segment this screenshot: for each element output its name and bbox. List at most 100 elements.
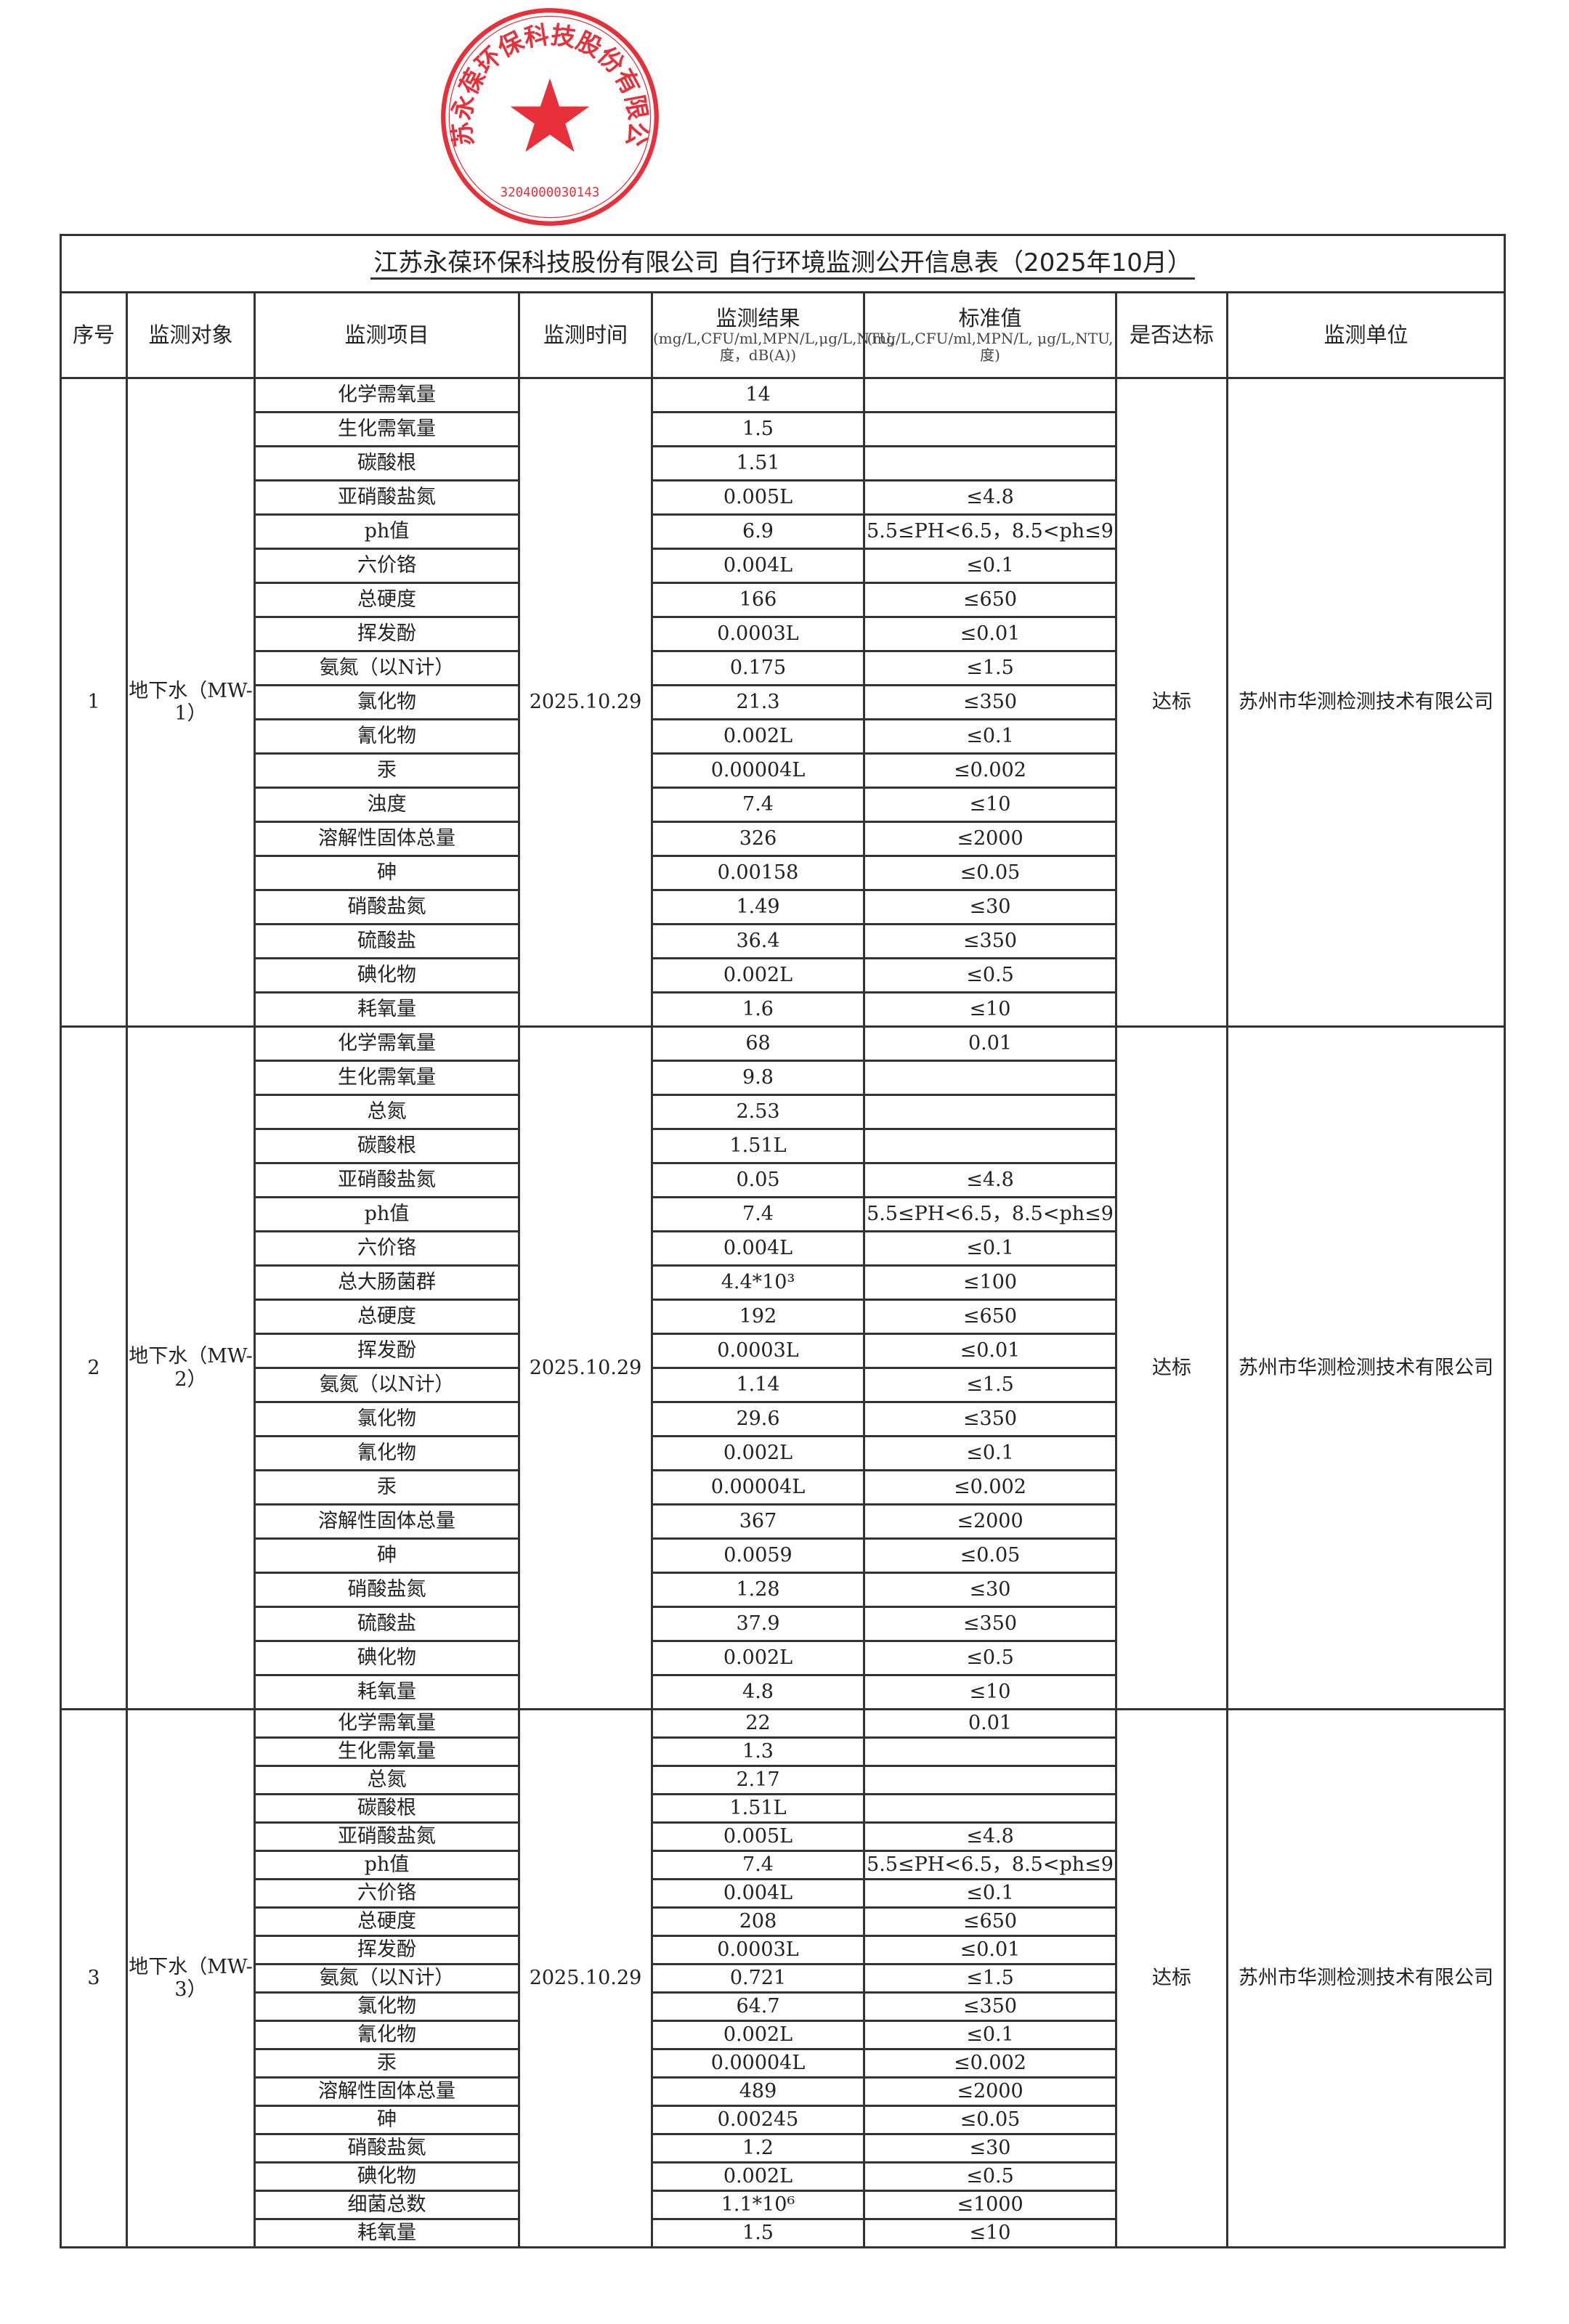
item-name: 总硬度: [254, 582, 520, 618]
table-row: 硝酸盐氮 1.2 ≤30: [61, 2133, 1505, 2163]
standard-value: 5.5≤PH<6.5，8.5<ph≤9: [863, 1196, 1117, 1232]
result-value: 0.05: [651, 1162, 865, 1198]
header-object: 监测对象: [126, 291, 256, 379]
result-value: 4.8: [651, 1674, 865, 1710]
table-row: 亚硝酸盐氮 0.05 ≤4.8: [61, 1162, 1505, 1198]
standard-value: ≤10: [863, 1674, 1117, 1710]
standard-value: ≤0.002: [863, 2048, 1117, 2079]
table-row: 耗氧量 1.5 ≤10: [61, 2218, 1505, 2248]
result-value: 0.005L: [651, 479, 865, 516]
item-name: 碘化物: [254, 957, 520, 994]
item-name: 亚硝酸盐氮: [254, 479, 520, 516]
header-compliant: 是否达标: [1115, 291, 1228, 379]
item-name: 汞: [254, 2048, 520, 2079]
item-name: 挥发酚: [254, 1935, 520, 1965]
result-value: 7.4: [651, 787, 865, 823]
table-row: 溶解性固体总量 326 ≤2000: [61, 821, 1505, 857]
item-name: 化学需氧量: [254, 1708, 520, 1739]
table-row: 硫酸盐 36.4 ≤350: [61, 923, 1505, 959]
header-standard-units: (mg/L,CFU/ml,MPN/L, μg/L,NTU,度): [867, 330, 1114, 365]
result-value: 0.0003L: [651, 1935, 865, 1965]
result-value: 68: [651, 1025, 865, 1062]
standard-value: ≤0.5: [863, 2161, 1117, 2192]
item-name: 耗氧量: [254, 1674, 520, 1710]
item-name: 硝酸盐氮: [254, 889, 520, 925]
table-row: 总硬度 208 ≤650: [61, 1906, 1505, 1937]
seal-ring: [441, 8, 659, 226]
result-value: 1.51L: [651, 1793, 865, 1824]
result-value: 7.4: [651, 1196, 865, 1232]
standard-value: ≤0.1: [863, 1435, 1117, 1471]
page-title: 江苏永葆环保科技股份有限公司 自行环境监测公开信息表（2025年10月）: [59, 234, 1507, 293]
item-name: 溶解性固体总量: [254, 2076, 520, 2107]
table-row: 硫酸盐 37.9 ≤350: [61, 1606, 1505, 1642]
table-row: 氯化物 29.6 ≤350: [61, 1401, 1505, 1437]
standard-value: [863, 445, 1117, 482]
result-value: 0.002L: [651, 1640, 865, 1676]
item-name: 六价铬: [254, 1878, 520, 1909]
table-row: 六价铬 0.004L ≤0.1: [61, 1230, 1505, 1267]
seal-inner-ring: [448, 15, 652, 219]
table-row: 耗氧量 4.8 ≤10: [61, 1674, 1505, 1710]
table-row: 硝酸盐氮 1.49 ≤30: [61, 889, 1505, 925]
item-name: 碳酸根: [254, 445, 520, 482]
item-name: 砷: [254, 2105, 520, 2135]
item-name: 浊度: [254, 787, 520, 823]
item-name: 氯化物: [254, 1401, 520, 1437]
result-value: 0.002L: [651, 2161, 865, 2192]
standard-value: ≤1.5: [863, 1367, 1117, 1403]
group-unit: 苏州市华测检测技术有限公司: [1225, 377, 1507, 1028]
header-standard: 标准值 (mg/L,CFU/ml,MPN/L, μg/L,NTU,度): [863, 291, 1117, 379]
standard-value: ≤350: [863, 684, 1117, 720]
table-row: 氰化物 0.002L ≤0.1: [61, 1435, 1505, 1471]
standard-value: ≤350: [863, 1991, 1117, 2022]
standard-value: ≤1.5: [863, 650, 1117, 686]
header-item: 监测项目: [254, 291, 520, 379]
standard-value: ≤0.5: [863, 957, 1117, 994]
standard-value: ≤650: [863, 582, 1117, 618]
table-row: 溶解性固体总量 367 ≤2000: [61, 1503, 1505, 1540]
item-name: 氨氮（以N计）: [254, 1367, 520, 1403]
header-result-units: (mg/L,CFU/ml,MPN/L,μg/L,NTU,度，dB(A)): [653, 330, 895, 365]
standard-value: [863, 1793, 1117, 1824]
item-name: 氯化物: [254, 1991, 520, 2022]
table-row: 总氮 2.53: [61, 1094, 1505, 1130]
item-name: 汞: [254, 752, 520, 789]
table-row: 挥发酚 0.0003L ≤0.01: [61, 1333, 1505, 1369]
table-row: ph值 7.4 5.5≤PH<6.5，8.5<ph≤9: [61, 1196, 1505, 1232]
table-row: 汞 0.00004L ≤0.002: [61, 752, 1505, 789]
group-index: 2: [60, 1025, 128, 1710]
result-value: 64.7: [651, 1991, 865, 2022]
item-name: 氨氮（以N计）: [254, 650, 520, 686]
table-row: 氯化物 21.3 ≤350: [61, 684, 1505, 720]
standard-value: ≤650: [863, 1906, 1117, 1937]
result-value: 0.002L: [651, 2020, 865, 2050]
item-name: 挥发酚: [254, 616, 520, 652]
item-name: 总硬度: [254, 1906, 520, 1937]
standard-value: ≤30: [863, 889, 1117, 925]
item-name: 氰化物: [254, 718, 520, 755]
item-name: 碘化物: [254, 1640, 520, 1676]
group-compliant: 达标: [1115, 1708, 1228, 2248]
item-name: 碳酸根: [254, 1128, 520, 1164]
standard-value: ≤0.1: [863, 2020, 1117, 2050]
header-index: 序号: [60, 291, 128, 379]
result-value: 29.6: [651, 1401, 865, 1437]
standard-value: 0.01: [863, 1708, 1117, 1739]
result-value: 1.51L: [651, 1128, 865, 1164]
result-value: 1.2: [651, 2133, 865, 2163]
seal-star-icon: [510, 78, 590, 153]
standard-value: ≤2000: [863, 821, 1117, 857]
result-value: 0.005L: [651, 1821, 865, 1852]
table-row: 生化需氧量 1.5: [61, 411, 1505, 447]
item-name: 总大肠菌群: [254, 1264, 520, 1301]
item-name: ph值: [254, 1196, 520, 1232]
table-row: 氰化物 0.002L ≤0.1: [61, 2020, 1505, 2050]
header-time: 监测时间: [518, 291, 653, 379]
standard-value: 5.5≤PH<6.5，8.5<ph≤9: [863, 513, 1117, 550]
item-name: 溶解性固体总量: [254, 1503, 520, 1540]
standard-value: ≤30: [863, 1572, 1117, 1608]
header-result-label: 监测结果: [715, 305, 800, 330]
item-name: 亚硝酸盐氮: [254, 1821, 520, 1852]
seal-code: 3204000030143: [500, 185, 600, 200]
